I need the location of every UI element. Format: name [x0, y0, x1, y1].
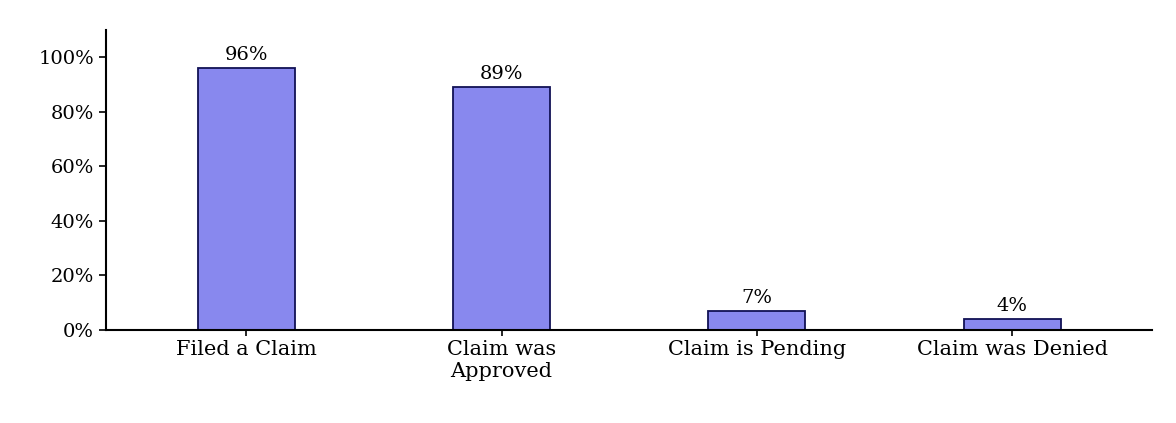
Bar	[963, 319, 1061, 330]
Text: 7%: 7%	[741, 289, 773, 307]
Text: 96%: 96%	[225, 46, 268, 64]
Text: 89%: 89%	[480, 65, 523, 83]
Bar	[708, 311, 806, 330]
Bar	[453, 87, 550, 330]
Text: 4%: 4%	[996, 297, 1028, 315]
Bar	[198, 68, 295, 330]
